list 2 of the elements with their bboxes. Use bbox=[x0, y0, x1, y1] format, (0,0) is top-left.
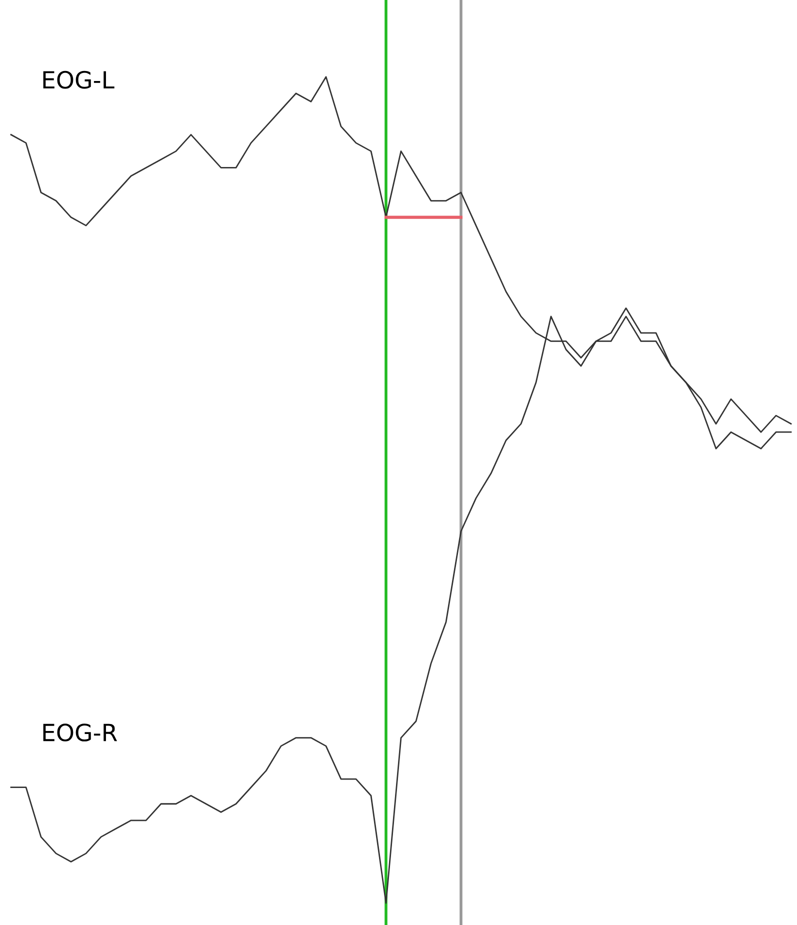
text: EOG-L bbox=[43, 70, 114, 89]
text: EOG-R bbox=[43, 724, 118, 742]
